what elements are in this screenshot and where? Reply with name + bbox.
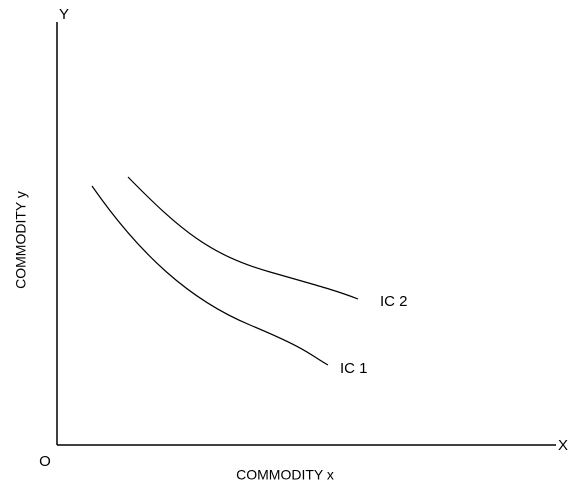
origin-label: O [39, 453, 51, 470]
y-axis-title: COMMODITY y [13, 191, 29, 289]
curve-label: IC 1 [340, 360, 368, 377]
x-axis-letter: X [558, 437, 568, 454]
indifference-curve [91, 185, 329, 366]
x-axis-title: COMMODITY x [236, 467, 334, 483]
indifference-curve [127, 176, 359, 300]
y-axis-letter: Y [59, 6, 69, 23]
curve-label: IC 2 [380, 293, 408, 310]
